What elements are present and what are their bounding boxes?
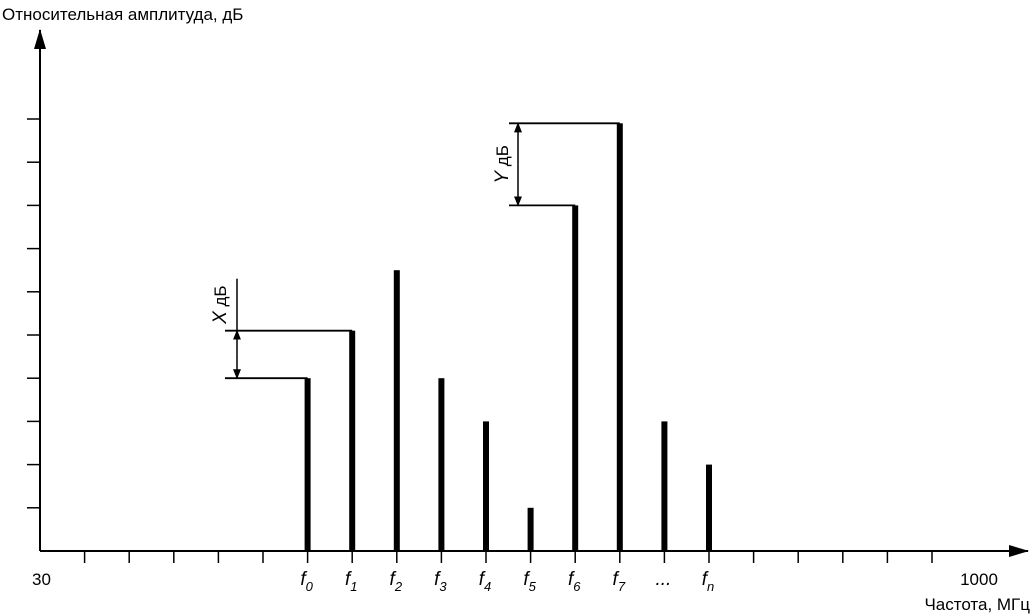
freq-label-9: fn xyxy=(702,569,715,594)
bar-0 xyxy=(304,378,311,551)
freq-label-0: f0 xyxy=(300,569,313,594)
bar-4 xyxy=(483,421,489,551)
frequency-labels: f0 f1 f2 f3 f4 f5 f6 f7... fn xyxy=(300,569,714,594)
freq-label-6: f6 xyxy=(568,569,581,594)
freq-label-5: f5 xyxy=(523,569,536,594)
bar-3 xyxy=(438,378,445,551)
x-tick-label-end: 1000 xyxy=(960,570,998,589)
freq-label-3: f3 xyxy=(434,569,447,594)
y-axis-title: Относительная амплитуда, дБ xyxy=(2,5,243,24)
y-axis-ticks xyxy=(27,118,40,509)
annotation-label-1: Y дБ xyxy=(492,145,513,184)
annotation-label-0: X дБ xyxy=(210,285,231,325)
bar-5 xyxy=(527,507,534,551)
bar-2 xyxy=(393,270,400,551)
x-tick-label-start: 30 xyxy=(32,570,51,589)
annotation-1: Y дБ xyxy=(492,122,620,207)
bar-7 xyxy=(616,123,623,551)
annotation-0: X дБ xyxy=(210,278,353,380)
x-axis-title: Частота, МГц xyxy=(924,595,1030,614)
spectrum-bars xyxy=(304,123,712,551)
freq-label-7: f7 xyxy=(613,569,626,594)
bar-6 xyxy=(572,205,579,551)
freq-label-1: f1 xyxy=(345,569,358,594)
freq-label-4: f4 xyxy=(479,569,492,594)
freq-label-2: f2 xyxy=(390,569,403,594)
level-annotations: X дБ Y дБ xyxy=(210,122,620,380)
freq-label-8: ... xyxy=(655,569,671,590)
x-axis-ticks xyxy=(83,551,933,563)
bar-9 xyxy=(706,464,712,551)
bar-1 xyxy=(349,330,356,551)
bar-8 xyxy=(661,421,668,551)
